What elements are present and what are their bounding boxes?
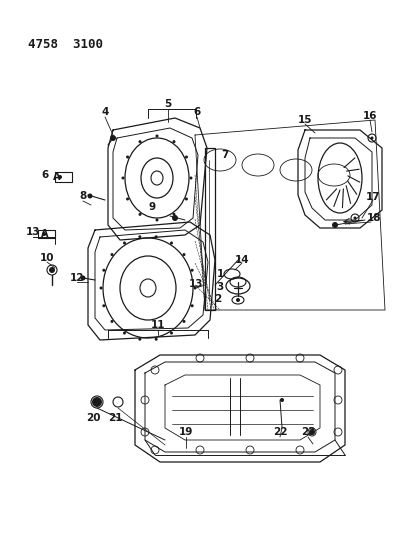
Text: 11: 11: [151, 320, 165, 330]
Ellipse shape: [123, 332, 126, 335]
Text: 13: 13: [26, 227, 40, 237]
Text: 10: 10: [40, 253, 54, 263]
Ellipse shape: [110, 135, 116, 141]
Text: 2: 2: [214, 294, 222, 304]
Ellipse shape: [92, 397, 102, 407]
Text: 1: 1: [216, 269, 224, 279]
Text: 19: 19: [179, 427, 193, 437]
Ellipse shape: [173, 140, 175, 143]
Ellipse shape: [182, 253, 186, 256]
Ellipse shape: [80, 276, 86, 280]
Ellipse shape: [185, 198, 188, 200]
Text: 12: 12: [70, 273, 84, 283]
Ellipse shape: [58, 175, 62, 179]
Ellipse shape: [100, 287, 102, 289]
Ellipse shape: [111, 320, 113, 323]
Ellipse shape: [370, 136, 373, 140]
Ellipse shape: [138, 140, 142, 143]
Ellipse shape: [102, 304, 105, 308]
Ellipse shape: [332, 222, 338, 228]
Text: 5: 5: [164, 99, 172, 109]
Text: 16: 16: [363, 111, 377, 121]
Text: 8: 8: [80, 191, 86, 201]
Text: 14: 14: [235, 255, 249, 265]
Text: 9: 9: [149, 202, 155, 212]
Text: 20: 20: [86, 413, 100, 423]
Ellipse shape: [42, 232, 46, 236]
Ellipse shape: [138, 338, 141, 341]
Ellipse shape: [49, 267, 55, 273]
Ellipse shape: [172, 215, 178, 221]
Ellipse shape: [182, 320, 186, 323]
Text: A: A: [53, 172, 60, 182]
Text: 22: 22: [273, 427, 287, 437]
Ellipse shape: [193, 287, 197, 289]
Ellipse shape: [353, 216, 357, 220]
Ellipse shape: [280, 398, 284, 402]
Ellipse shape: [155, 219, 158, 222]
Ellipse shape: [155, 338, 157, 341]
Text: 6: 6: [41, 170, 49, 180]
Ellipse shape: [126, 198, 129, 200]
Text: A: A: [41, 229, 49, 239]
Ellipse shape: [126, 156, 129, 158]
Ellipse shape: [170, 332, 173, 335]
Text: 7: 7: [221, 150, 229, 160]
Text: 23: 23: [301, 427, 315, 437]
Ellipse shape: [155, 134, 158, 138]
Ellipse shape: [173, 213, 175, 216]
Ellipse shape: [111, 253, 113, 256]
Text: 4: 4: [101, 107, 109, 117]
Ellipse shape: [102, 269, 105, 272]
Ellipse shape: [191, 269, 194, 272]
Text: 6: 6: [193, 107, 201, 117]
Ellipse shape: [189, 176, 193, 180]
Ellipse shape: [236, 298, 240, 302]
Text: 4758  3100: 4758 3100: [28, 38, 103, 51]
Ellipse shape: [155, 235, 157, 238]
Ellipse shape: [191, 304, 194, 308]
Text: 3: 3: [216, 282, 224, 292]
Ellipse shape: [122, 176, 124, 180]
Text: 21: 21: [108, 413, 122, 423]
Ellipse shape: [170, 241, 173, 245]
Ellipse shape: [138, 213, 142, 216]
Ellipse shape: [123, 241, 126, 245]
Text: 18: 18: [367, 213, 381, 223]
Ellipse shape: [309, 429, 315, 435]
Ellipse shape: [138, 235, 141, 238]
Ellipse shape: [87, 193, 93, 198]
Text: 17: 17: [366, 192, 380, 202]
Text: 15: 15: [298, 115, 312, 125]
Text: 13: 13: [189, 279, 203, 289]
Ellipse shape: [185, 156, 188, 158]
